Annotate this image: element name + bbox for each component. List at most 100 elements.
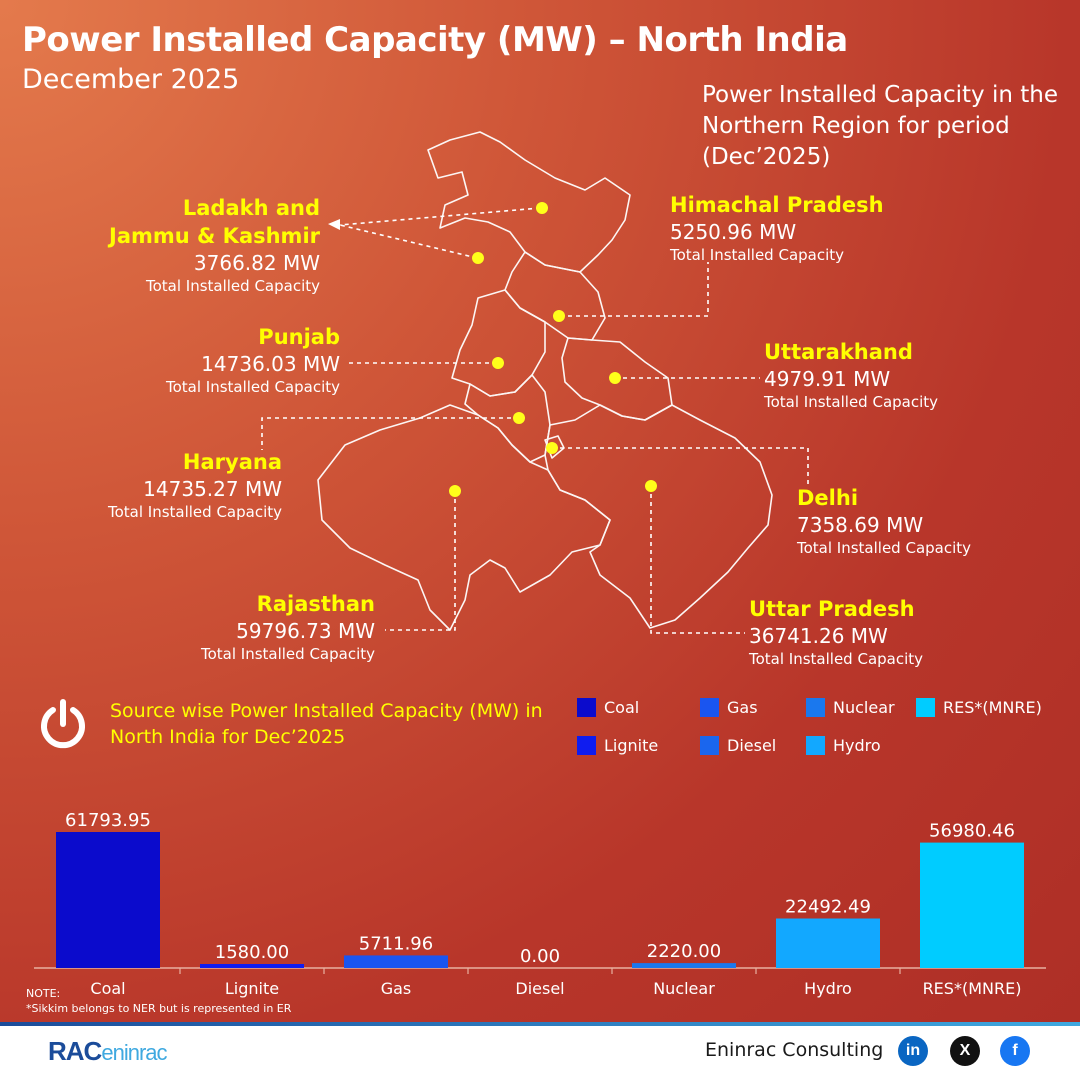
legend-label: Lignite bbox=[604, 736, 659, 755]
legend-item-coal: Coal bbox=[577, 698, 639, 717]
leader-rj bbox=[385, 491, 456, 631]
bar-value-label: 2220.00 bbox=[647, 941, 721, 962]
map-region-rj bbox=[317, 404, 611, 631]
state-caption: Total Installed Capacity bbox=[200, 645, 375, 663]
legend-swatch bbox=[700, 698, 719, 717]
bar-nuclear bbox=[632, 963, 736, 968]
leader-up bbox=[650, 486, 745, 634]
dot-up bbox=[645, 480, 657, 492]
arrowhead-jk bbox=[328, 219, 340, 230]
eninrac-logo: RACeninrac bbox=[48, 1036, 168, 1067]
leader-hr bbox=[261, 417, 519, 450]
dot-hp bbox=[553, 310, 565, 322]
brand-name: Eninrac Consulting bbox=[705, 1039, 884, 1061]
state-name: Punjab bbox=[258, 325, 340, 349]
footer: RACeninrac Eninrac Consulting in X f bbox=[0, 1022, 1080, 1080]
state-label-rj: Rajasthan 59796.73 MW Total Installed Ca… bbox=[135, 590, 375, 664]
legend-item-nuclear: Nuclear bbox=[806, 698, 895, 717]
bar-gas bbox=[344, 955, 448, 968]
state-label-pb: Punjab 14736.03 MW Total Installed Capac… bbox=[100, 323, 340, 397]
bar-coal bbox=[56, 832, 160, 968]
bar-value-label: 5711.96 bbox=[359, 933, 433, 954]
state-caption: Total Installed Capacity bbox=[749, 650, 924, 668]
state-caption: Total Installed Capacity bbox=[145, 277, 320, 295]
leader-jk-a bbox=[339, 207, 541, 226]
category-tick-label: Lignite bbox=[225, 979, 279, 998]
state-value: 5250.96 MW bbox=[670, 220, 797, 244]
source-section-title: Source wise Power Installed Capacity (MW… bbox=[110, 700, 543, 748]
legend-item-res: RES*(MNRE) bbox=[916, 698, 1042, 717]
state-label-up: Uttar Pradesh 36741.26 MW Total Installe… bbox=[749, 595, 1009, 669]
legend-swatch bbox=[916, 698, 935, 717]
category-tick-label: RES*(MNRE) bbox=[923, 979, 1022, 998]
category-tick-label: Nuclear bbox=[653, 979, 715, 998]
map-region-up bbox=[544, 404, 773, 629]
state-name: Rajasthan bbox=[256, 592, 375, 616]
facebook-icon[interactable]: f bbox=[1000, 1036, 1030, 1066]
legend-label: Diesel bbox=[727, 736, 777, 755]
leader-dl bbox=[552, 447, 809, 485]
legend-item-gas: Gas bbox=[700, 698, 758, 717]
state-value: 3766.82 MW bbox=[193, 251, 320, 275]
category-tick-label: Gas bbox=[381, 979, 412, 998]
state-value: 14735.27 MW bbox=[143, 477, 282, 501]
legend-swatch bbox=[806, 698, 825, 717]
map-region-hp bbox=[504, 251, 606, 341]
state-name: Uttarakhand bbox=[764, 340, 913, 364]
category-tick-label: Diesel bbox=[515, 979, 564, 998]
bar-value-label: 61793.95 bbox=[65, 810, 151, 831]
state-name: Uttar Pradesh bbox=[749, 597, 915, 621]
state-label-jk: Ladakh and Jammu & Kashmir 3766.82 MW To… bbox=[60, 194, 320, 296]
bar-hydro bbox=[776, 918, 880, 968]
legend-item-hydro: Hydro bbox=[806, 736, 881, 755]
footer-stripe bbox=[0, 1022, 1080, 1026]
legend-swatch bbox=[577, 736, 596, 755]
bar-value-label: 56980.46 bbox=[929, 821, 1015, 842]
linkedin-icon[interactable]: in bbox=[898, 1036, 928, 1066]
dot-uk bbox=[609, 372, 621, 384]
page-subtitle: December 2025 bbox=[22, 64, 240, 95]
category-tick-label: Hydro bbox=[804, 979, 852, 998]
bar-lignite bbox=[200, 964, 304, 968]
legend-swatch bbox=[806, 736, 825, 755]
category-tick-label: Coal bbox=[90, 979, 125, 998]
map-region-pb bbox=[451, 289, 546, 397]
power-icon bbox=[41, 699, 85, 749]
state-caption: Total Installed Capacity bbox=[764, 393, 939, 411]
state-value: 14736.03 MW bbox=[201, 352, 340, 376]
note-text: *Sikkim belongs to NER but is represente… bbox=[26, 1002, 292, 1015]
logo-accent: eninrac bbox=[101, 1040, 167, 1065]
state-name: Haryana bbox=[182, 450, 282, 474]
state-name: Delhi bbox=[797, 486, 859, 510]
legend-label: Nuclear bbox=[833, 698, 895, 717]
state-name: Himachal Pradesh bbox=[670, 193, 884, 217]
state-caption: Total Installed Capacity bbox=[670, 246, 845, 264]
map-description: Power Installed Capacity in the Northern… bbox=[702, 82, 1058, 170]
state-value: 59796.73 MW bbox=[236, 619, 375, 643]
legend-label: Gas bbox=[727, 698, 758, 717]
legend-item-diesel: Diesel bbox=[700, 736, 776, 755]
legend-item-lignite: Lignite bbox=[577, 736, 658, 755]
state-caption: Total Installed Capacity bbox=[165, 378, 340, 396]
dot-rj bbox=[449, 485, 461, 497]
legend-label: Hydro bbox=[833, 736, 881, 755]
bar-value-label: 0.00 bbox=[520, 946, 560, 967]
dot-dl bbox=[546, 442, 558, 454]
note-label: NOTE: bbox=[26, 987, 61, 1000]
source-bar-chart: 61793.95 Coal 1580.00 Lignite 5711.96 Gas 0.00… bbox=[34, 810, 1046, 998]
dot-jk-ladakh bbox=[536, 202, 548, 214]
page-title: Power Installed Capacity (MW) – North In… bbox=[22, 20, 848, 60]
bar-value-label: 22492.49 bbox=[785, 896, 871, 917]
state-caption: Total Installed Capacity bbox=[107, 503, 282, 521]
note: NOTE: *Sikkim belongs to NER but is repr… bbox=[26, 986, 291, 1016]
state-label-hp: Himachal Pradesh 5250.96 MW Total Instal… bbox=[670, 191, 930, 265]
state-name: Ladakh and bbox=[182, 196, 320, 220]
state-value: 36741.26 MW bbox=[749, 624, 888, 648]
x-icon[interactable]: X bbox=[950, 1036, 980, 1066]
dot-jk bbox=[472, 252, 484, 264]
dot-hr bbox=[513, 412, 525, 424]
legend-swatch bbox=[700, 736, 719, 755]
legend-label: Coal bbox=[604, 698, 640, 717]
state-value: 7358.69 MW bbox=[797, 513, 924, 537]
state-label-uk: Uttarakhand 4979.91 MW Total Installed C… bbox=[764, 338, 1024, 412]
